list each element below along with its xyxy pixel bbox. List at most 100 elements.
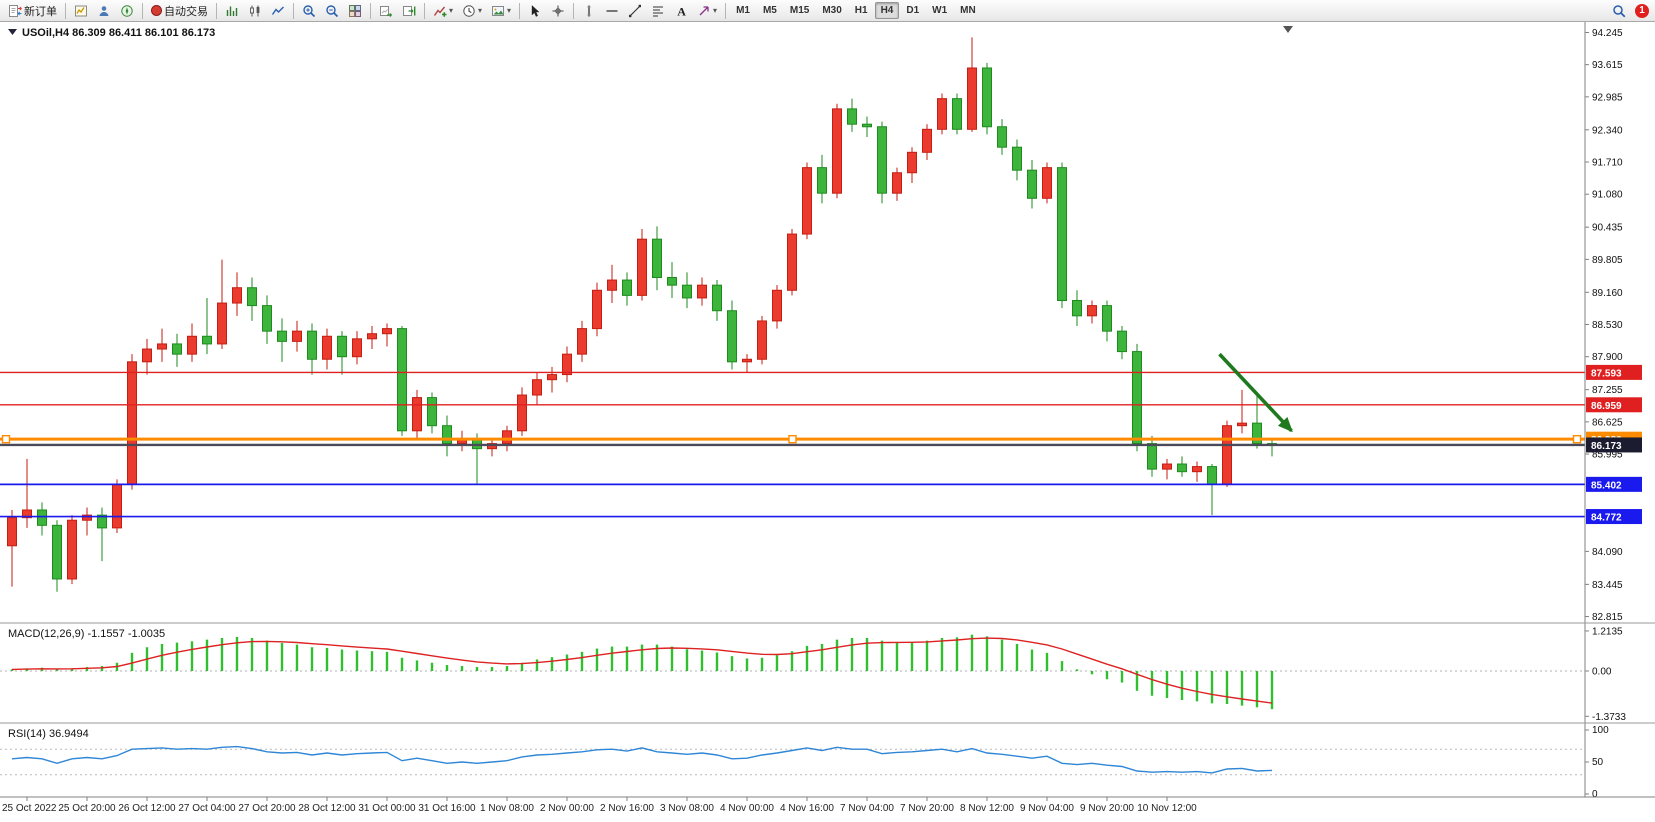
chart-shift-button[interactable] [398,1,420,21]
candle-body [1207,466,1217,485]
fibonacci-button[interactable] [647,1,669,21]
zoom-out-button[interactable] [321,1,343,21]
time-tick-label: 31 Oct 16:00 [418,803,476,814]
timeframe-d1-button[interactable]: D1 [906,5,920,16]
zoom-out-icon [325,4,339,18]
bar-chart-button[interactable] [221,1,243,21]
data-window-button[interactable] [93,1,115,21]
price-tick-label: 87.255 [1592,385,1623,396]
line-chart-button[interactable] [267,1,289,21]
timeframe-h1-button[interactable]: H1 [854,5,868,16]
line-handle[interactable] [1,434,11,444]
auto-scroll-button[interactable] [375,1,397,21]
timeframe-w1-button[interactable]: W1 [932,5,948,16]
candle-body [787,233,797,291]
zoom-in-button[interactable] [298,1,320,21]
fibonacci-icon [651,4,665,18]
price-tick-label: 86.625 [1592,417,1623,428]
time-tick-label: 7 Nov 20:00 [900,803,954,814]
new-order-button[interactable]: 新订单 [4,1,61,21]
line-chart-icon [271,4,285,18]
vertical-line-icon [582,4,596,18]
candle-body [847,108,857,125]
trend-arrow-annotation[interactable] [1218,352,1293,433]
templates-dropdown[interactable]: ▾ [487,1,515,21]
zoom-in-icon [302,4,316,18]
indicators-dropdown[interactable]: ▾ [429,1,457,21]
periods-dropdown[interactable]: ▾ [458,1,486,21]
candlestick-chart-icon [248,4,262,18]
price-tick-label: 94.245 [1592,28,1623,39]
time-axis[interactable]: 25 Oct 2022 25 Oct 20:00 26 Oct 12:00 27 Oc… [0,796,1655,814]
timeframe-m30-button[interactable]: M30 [822,5,842,16]
price-lines-layer [0,371,1585,518]
chart-shift-marker[interactable] [1283,26,1293,33]
candle-body [667,277,677,286]
cursor-button[interactable] [524,1,546,21]
price-tick-label: 92.985 [1592,92,1623,103]
toolbar-separator [370,2,371,19]
line-handle[interactable] [788,434,797,444]
search-button[interactable] [1608,1,1630,21]
trendline-button[interactable] [624,1,646,21]
candle-body [622,279,632,296]
timeframe-m5-button[interactable]: M5 [762,5,777,16]
line-handle[interactable] [1572,434,1582,444]
trendline-icon [628,4,642,18]
autotrade-button-label: 自动交易 [164,5,208,18]
candle-body [712,284,722,312]
time-tick-label: 25 Oct 20:00 [58,803,116,814]
macd-signal-line [11,637,1273,704]
horizontal-line-button[interactable] [601,1,623,21]
text-button[interactable]: A [670,1,692,21]
vertical-line-button[interactable] [578,1,600,21]
templates-icon [491,4,505,18]
svg-text:A: A [677,4,686,18]
timeframe-m15-button[interactable]: M15 [789,5,810,16]
candle-body [52,524,62,580]
timeframe-h4-button[interactable]: H4 [874,2,900,19]
time-tick-label: 4 Nov 00:00 [720,803,774,814]
indicators-icon [433,4,447,18]
navigator-button[interactable] [116,1,138,21]
candlestick-chart-button[interactable] [244,1,266,21]
price-tick-label: 87.900 [1592,352,1623,363]
crosshair-icon [551,4,565,18]
toolbar-right-group: 1 [1608,1,1651,21]
price-line-label [1586,476,1642,492]
market-watch-button[interactable] [70,1,92,21]
toolbar-separator [725,2,727,19]
tile-windows-button[interactable] [344,1,366,21]
candle-body [172,343,182,355]
toolbar-separator [216,2,217,19]
price-line-label [1586,437,1642,453]
candle-body [682,284,692,299]
candle-body [367,333,377,340]
notification-badge[interactable]: 1 [1635,3,1649,18]
market-watch-icon [74,4,88,18]
arrows-dropdown[interactable]: ▾ [693,1,721,21]
candle-body [742,358,752,363]
price-axis[interactable]: 94.245 93.615 92.985 92.340 91.710 91.080 90.4… [1584,22,1642,797]
candle-body [1177,463,1187,473]
price-tick-label: 85.995 [1592,450,1623,461]
timeframe-m1-button[interactable]: M1 [736,5,750,16]
autotrade-button[interactable]: 自动交易 [147,1,212,21]
price-tick-label: 93.615 [1592,60,1623,71]
candle-body [727,310,737,363]
crosshair-button[interactable] [547,1,569,21]
chart-layers: 94.245 93.615 92.985 92.340 91.710 91.080 90.4… [0,22,1655,814]
time-tick-label: 1 Nov 08:00 [480,803,534,814]
macd-indicator-label: MACD(12,26,9) -1.1557 -1.0035 [8,628,165,640]
candle-body [37,509,47,526]
symbol-collapse-triangle[interactable] [8,29,17,35]
price-line-label-text: 84.772 [1591,513,1622,524]
candle-body [277,330,287,342]
candle-body [202,335,212,345]
toolbar-separator [519,2,521,19]
price-tick-label: 82.815 [1592,612,1623,623]
candle-body [22,509,32,519]
price-line-label [1586,397,1642,413]
timeframe-mn-button[interactable]: MN [960,5,976,16]
